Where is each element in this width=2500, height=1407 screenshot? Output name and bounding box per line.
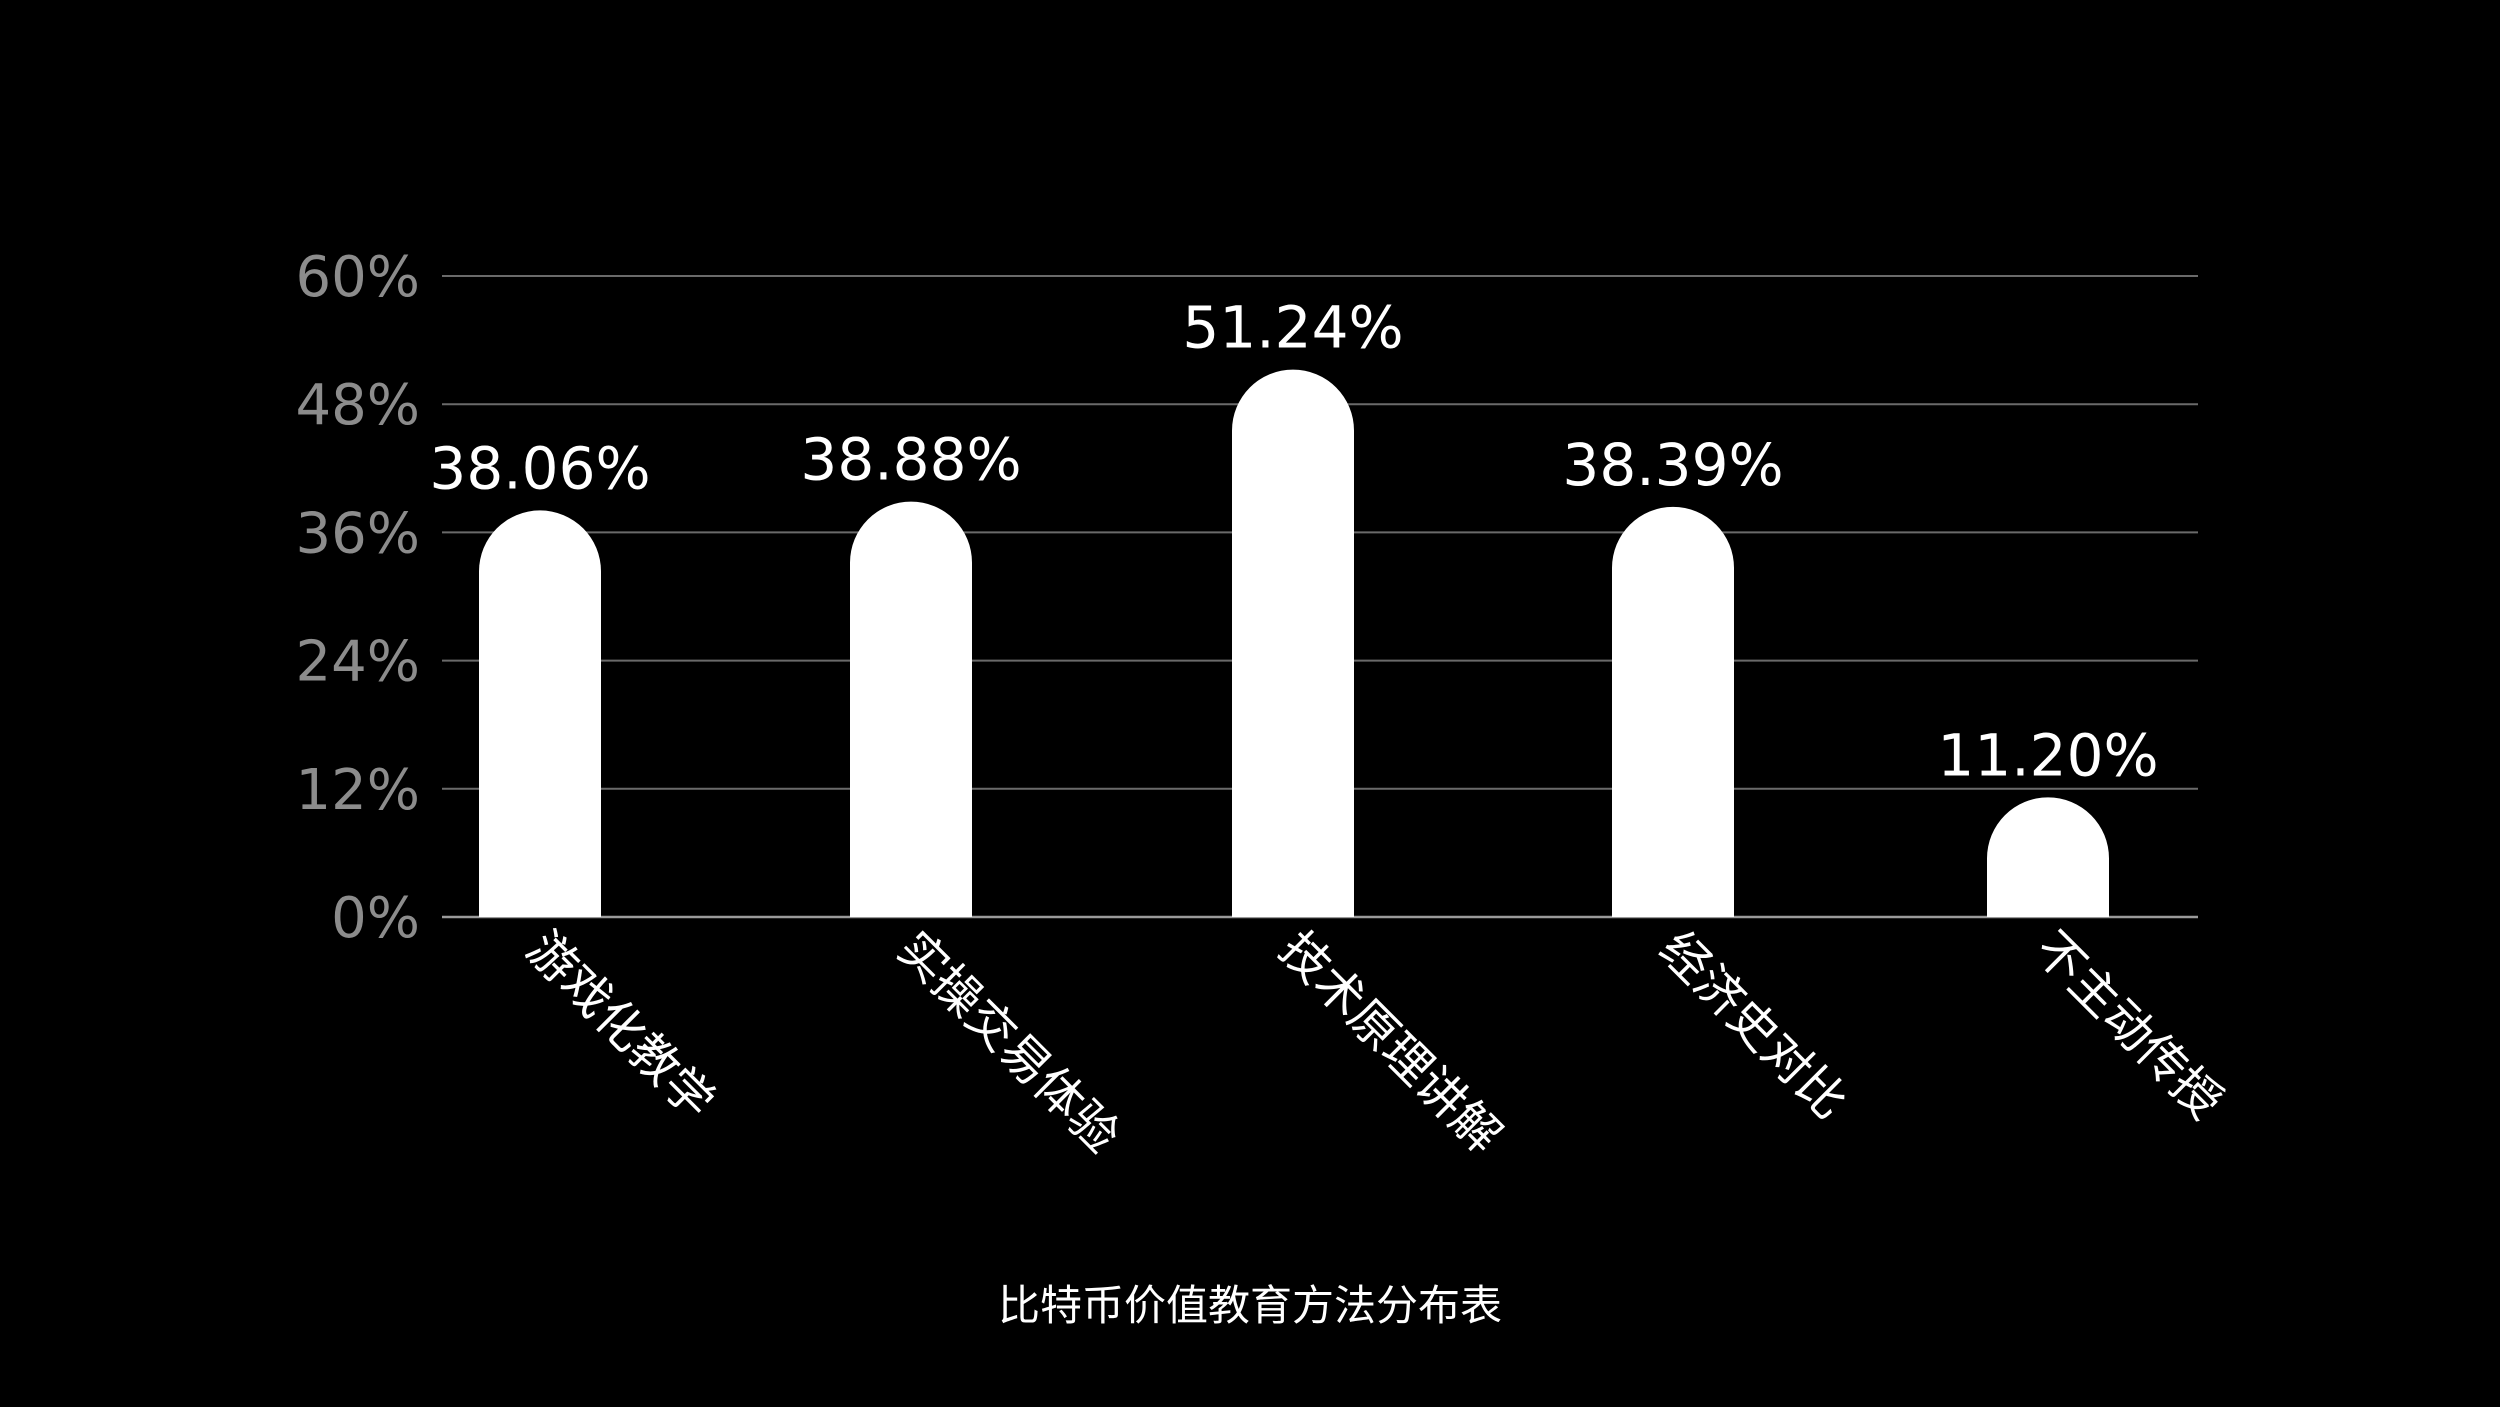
bar [1612, 506, 1734, 917]
chart-title: 比特币价值教育方法分布表 [997, 1281, 1502, 1330]
value-label: 38.06% [429, 434, 650, 502]
bars [479, 369, 2109, 918]
value-label: 51.24% [1182, 294, 1403, 362]
bar [1232, 369, 1354, 918]
y-tick-label: 24% [296, 630, 420, 695]
bar [479, 510, 601, 917]
y-tick-label: 48% [296, 373, 420, 438]
y-tick-label: 60% [296, 245, 420, 310]
y-tick-label: 12% [296, 758, 420, 823]
category-label: 技术原理讲解 [1269, 921, 1512, 1164]
category-labels: 游戏化教学 实操交易体验 技术原理讲解 经济史对比 不主动传授 [516, 921, 2233, 1164]
category-label: 实操交易体验 [887, 921, 1130, 1164]
category-label: 经济史对比 [1649, 921, 1858, 1130]
y-tick-label: 0% [331, 886, 420, 951]
bar [850, 501, 972, 917]
value-label: 38.39% [1562, 431, 1783, 499]
bar [1987, 797, 2109, 917]
value-label: 11.20% [1937, 721, 2158, 789]
value-label: 38.88% [800, 426, 1021, 494]
y-tick-label: 36% [296, 501, 420, 566]
category-label: 游戏化教学 [516, 921, 725, 1130]
category-label: 不主动传授 [2024, 921, 2233, 1130]
value-labels: 38.06% 38.88% 51.24% 38.39% 11.20% [429, 294, 2158, 790]
y-axis-ticks: 0% 12% 24% 36% 48% 60% [296, 245, 420, 951]
